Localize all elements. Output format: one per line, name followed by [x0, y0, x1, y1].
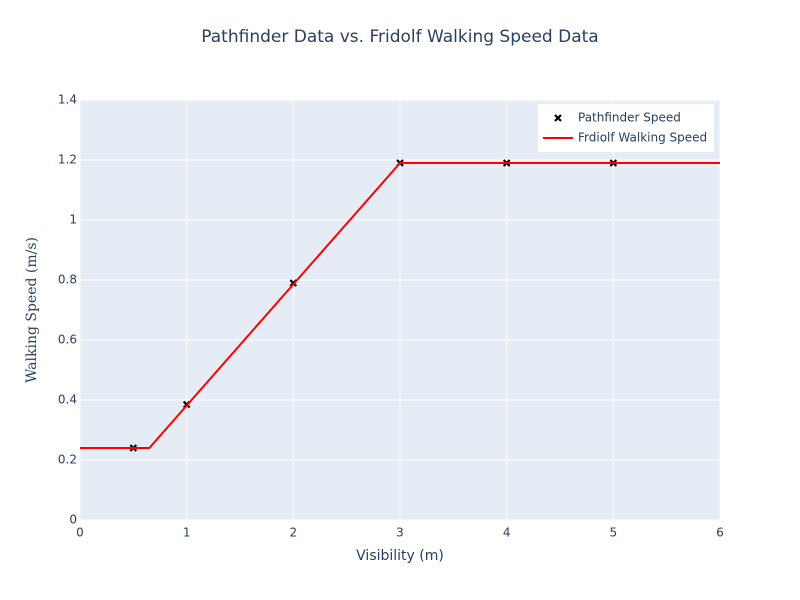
marks — [80, 159, 720, 452]
legend-symbol — [554, 114, 562, 122]
x-tick-label: 3 — [396, 526, 404, 540]
legend: Pathfinder Speed Frdiolf Walking Speed — [538, 104, 714, 152]
y-tick-label: 0.8 — [58, 273, 77, 287]
legend-box — [538, 104, 714, 152]
x-tick-label: 2 — [290, 526, 298, 540]
x-tick-label: 5 — [610, 526, 618, 540]
x-tick-label: 0 — [76, 526, 84, 540]
y-tick-label: 1.4 — [58, 93, 77, 107]
y-tick-label: 0.6 — [58, 333, 77, 347]
chart-title: Pathfinder Data vs. Fridolf Walking Spee… — [201, 27, 598, 47]
y-tick-label: 0.2 — [58, 453, 77, 467]
x-tick-label: 6 — [716, 526, 724, 540]
y-tick-label: 1.2 — [58, 153, 77, 167]
legend-label: Pathfinder Speed — [578, 111, 681, 125]
legend-label: Frdiolf Walking Speed — [578, 131, 707, 145]
y-tick-label: 0.4 — [58, 393, 77, 407]
y-tick-label: 0 — [69, 513, 77, 527]
y-axis-label: Walking Speed (m/s) — [24, 237, 40, 383]
data-line — [80, 162, 720, 449]
y-tick-label: 1 — [69, 213, 77, 227]
x-axis-label: Visibility (m) — [356, 548, 444, 564]
grid — [79, 99, 721, 521]
x-tick-label: 1 — [183, 526, 191, 540]
x-tick-label: 4 — [503, 526, 511, 540]
